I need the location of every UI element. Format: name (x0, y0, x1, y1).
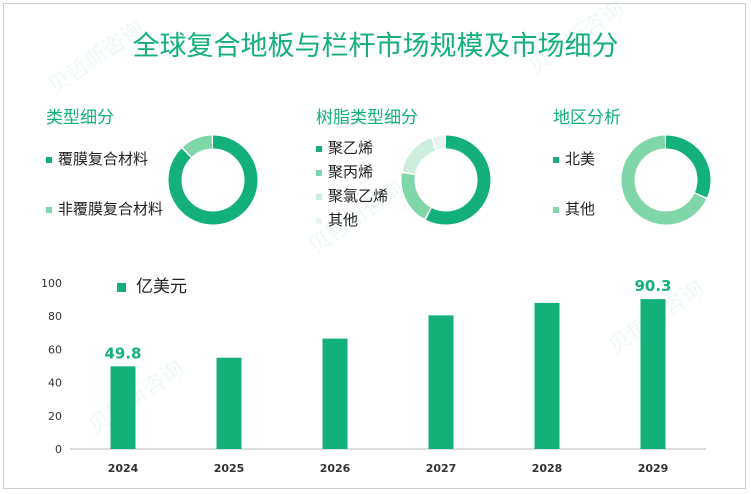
y-tick-label: 60 (48, 343, 62, 356)
donut-slice (621, 135, 711, 225)
legend-item: 其他 (553, 198, 595, 219)
x-tick-label: 2028 (532, 462, 563, 475)
legend-item: 北美 (553, 148, 595, 169)
legend-item: 其他 (316, 209, 358, 230)
data-label: 49.8 (104, 344, 141, 362)
bar-legend-swatch (117, 282, 126, 292)
x-tick-label: 2029 (638, 462, 669, 475)
legend-item: 聚乙烯 (316, 137, 373, 158)
legend-item: 聚丙烯 (316, 161, 373, 182)
bar (428, 315, 454, 449)
legend-swatch (46, 206, 52, 213)
legend-label: 聚氯乙烯 (328, 187, 389, 205)
bar (640, 299, 666, 449)
x-tick-label: 2025 (214, 462, 245, 475)
page-title: 全球复合地板与栏杆市场规模及市场细分 (132, 31, 619, 62)
legend-label: 聚丙烯 (328, 163, 374, 181)
legend-swatch (316, 193, 322, 200)
data-label: 90.3 (634, 277, 671, 295)
legend-label: 聚乙烯 (328, 139, 374, 157)
x-tick-label: 2027 (426, 462, 457, 475)
legend-swatch (553, 156, 559, 163)
legend-item: 非覆膜复合材料 (46, 198, 163, 219)
donut-slice (401, 135, 491, 225)
legend-label: 非覆膜复合材料 (58, 200, 164, 218)
bar-legend: 亿美元 (117, 272, 187, 297)
x-tick-label: 2026 (320, 462, 351, 475)
section-title-type: 类型细分 (46, 108, 114, 128)
y-tick-label: 80 (48, 310, 62, 323)
donut-slice (401, 135, 491, 225)
bar (110, 366, 136, 449)
legend-label: 其他 (328, 211, 359, 229)
y-tick-label: 40 (48, 377, 62, 390)
bar (534, 302, 560, 449)
legend-label: 其他 (565, 200, 596, 218)
legend-item: 覆膜复合材料 (46, 148, 148, 169)
donut-slice (168, 135, 258, 225)
bar-legend-label: 亿美元 (136, 277, 187, 297)
legend-swatch (316, 217, 322, 224)
bar (216, 357, 242, 449)
section-title-region: 地区分析 (553, 108, 621, 128)
donut-slice (621, 135, 711, 225)
x-tick-label: 2024 (108, 462, 139, 475)
y-tick-label: 0 (55, 443, 62, 456)
y-tick-label: 100 (41, 277, 62, 290)
legend-swatch (46, 156, 52, 163)
bar (322, 338, 348, 449)
legend-item: 聚氯乙烯 (316, 185, 388, 206)
chart-frame (3, 3, 746, 489)
legend-label: 覆膜复合材料 (58, 150, 149, 168)
legend-swatch (316, 145, 322, 152)
y-tick-label: 20 (48, 410, 62, 423)
legend-swatch (316, 169, 322, 176)
legend-label: 北美 (565, 150, 596, 168)
section-title-resin: 树脂类型细分 (316, 108, 418, 128)
legend-swatch (553, 206, 559, 213)
